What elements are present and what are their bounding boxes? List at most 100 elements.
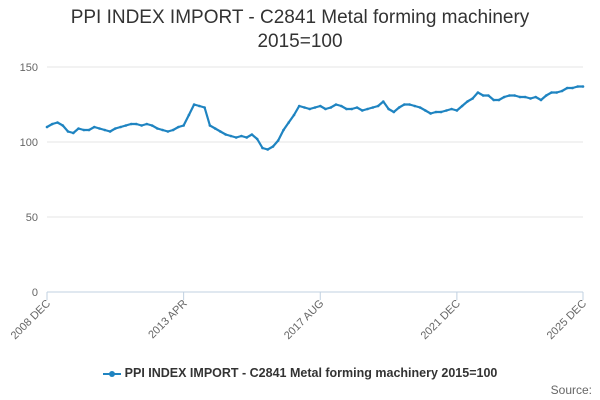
data-point (177, 125, 180, 129)
data-point (350, 107, 354, 111)
data-point (460, 104, 464, 108)
x-tick-label: 2008 DEC (9, 298, 53, 342)
data-point (145, 122, 149, 126)
y-axis: 0 50 100 150 (20, 62, 38, 299)
data-point (508, 94, 511, 97)
data-point (481, 94, 485, 97)
data-point (161, 128, 164, 132)
data-point (319, 104, 322, 108)
data-point (287, 121, 291, 124)
data-point (376, 104, 380, 108)
data-point (471, 97, 474, 100)
data-point (245, 136, 248, 139)
data-point (539, 98, 543, 102)
data-point (171, 128, 175, 132)
data-point (555, 91, 558, 94)
series-layer (45, 85, 585, 151)
data-point (345, 107, 348, 111)
data-point (576, 85, 579, 88)
data-point (56, 121, 59, 124)
data-point (497, 98, 501, 102)
data-point (51, 122, 54, 126)
data-point (124, 124, 128, 127)
data-point (292, 113, 296, 117)
data-point (229, 134, 233, 138)
data-point (476, 91, 480, 94)
legend[interactable]: PPI INDEX IMPORT - C2841 Metal forming m… (0, 366, 600, 380)
data-point (355, 106, 359, 109)
data-point (114, 127, 117, 130)
data-point (297, 104, 301, 108)
data-point (119, 125, 122, 129)
data-point (550, 91, 553, 94)
data-point (581, 85, 585, 88)
data-point (434, 110, 438, 114)
data-point (213, 127, 217, 130)
data-point (492, 98, 496, 102)
data-point (523, 95, 527, 99)
y-tick-label: 50 (26, 212, 38, 224)
data-point (87, 128, 91, 132)
data-point (282, 128, 285, 132)
data-point (203, 106, 206, 109)
data-point (82, 128, 86, 132)
data-point (361, 109, 364, 112)
data-point (250, 133, 254, 136)
legend-marker (108, 370, 115, 377)
data-point (45, 125, 49, 129)
data-point (413, 104, 417, 108)
data-point (140, 124, 143, 127)
data-point (565, 86, 569, 90)
data-point (382, 100, 385, 103)
data-point (187, 113, 191, 117)
data-point (135, 122, 138, 126)
data-point (192, 103, 196, 106)
data-point (129, 122, 133, 126)
data-point (324, 107, 327, 111)
data-point (466, 100, 469, 103)
data-point (571, 86, 574, 90)
y-tick-label: 100 (20, 137, 38, 149)
data-point (266, 148, 270, 151)
data-point (534, 95, 537, 99)
data-point (403, 103, 406, 106)
data-point (61, 124, 65, 127)
data-point (276, 139, 280, 142)
data-point (156, 127, 159, 130)
data-point (366, 107, 369, 111)
data-point (329, 106, 333, 109)
data-point (271, 145, 275, 148)
grid (47, 66, 583, 218)
data-point (445, 109, 448, 112)
data-point (66, 130, 70, 133)
data-point (340, 104, 343, 108)
data-point (439, 110, 443, 114)
data-point (408, 103, 411, 106)
data-point (513, 94, 516, 97)
data-point (424, 109, 427, 112)
data-point (529, 97, 532, 100)
x-tick-label: 2021 DEC (419, 298, 463, 342)
data-point (397, 106, 401, 109)
data-point (334, 103, 338, 106)
x-tick-label: 2017 AUG (282, 298, 326, 342)
data-point (150, 124, 154, 127)
y-tick-label: 150 (20, 62, 38, 74)
data-point (219, 130, 222, 133)
data-point (98, 127, 101, 130)
data-point (502, 95, 506, 99)
chart-title-line-2: 2015=100 (257, 31, 343, 52)
data-point (108, 130, 112, 133)
data-point (518, 95, 522, 99)
data-point (261, 146, 264, 150)
data-point (392, 110, 396, 114)
data-point (198, 104, 201, 108)
chart-title-line-1: PPI INDEX IMPORT - C2841 Metal forming m… (70, 7, 530, 28)
legend-swatch (102, 369, 121, 379)
data-point (103, 128, 107, 132)
data-point (255, 137, 259, 141)
data-point (77, 127, 80, 130)
data-point (455, 109, 459, 112)
data-point (303, 106, 306, 109)
